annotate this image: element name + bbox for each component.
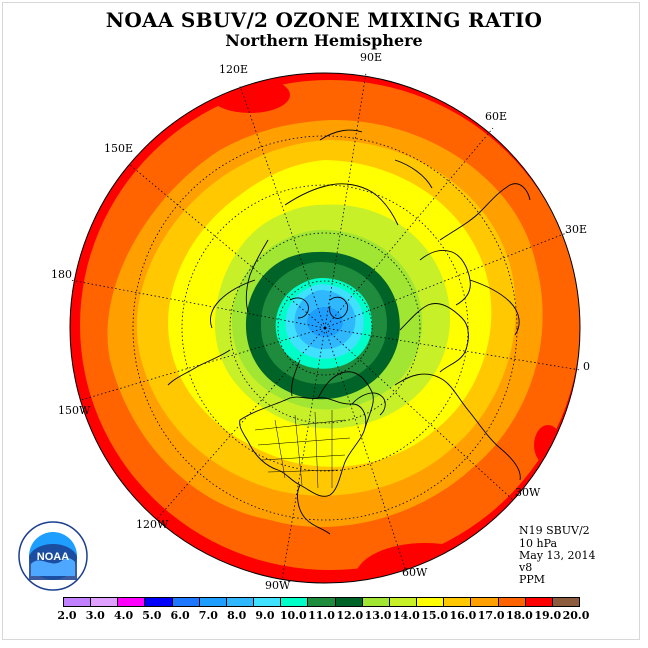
colorbar-label: 2.0 bbox=[57, 609, 77, 622]
colorbar-label: 16.0 bbox=[449, 609, 477, 622]
colorbar-label: 9.0 bbox=[255, 609, 275, 622]
lon-label-120e: 120E bbox=[219, 63, 248, 76]
lon-label-180: 180 bbox=[51, 268, 72, 281]
colorbar-swatch bbox=[308, 598, 336, 606]
colorbar-label: 7.0 bbox=[198, 609, 218, 622]
map-boundary bbox=[69, 72, 581, 584]
map-subtitle: Northern Hemisphere bbox=[225, 31, 423, 50]
info-pressure: 10 hPa bbox=[519, 537, 558, 550]
colorbar-swatch bbox=[118, 598, 146, 606]
lon-label-90w: 90W bbox=[265, 579, 291, 592]
colorbar-label: 5.0 bbox=[142, 609, 162, 622]
colorbar-label: 14.0 bbox=[392, 609, 420, 622]
colorbar-label: 19.0 bbox=[534, 609, 562, 622]
colorbar-swatch bbox=[145, 598, 173, 606]
colorbar-swatch bbox=[199, 598, 227, 606]
lon-label-150e: 150E bbox=[104, 142, 133, 155]
colorbar-swatch bbox=[226, 598, 255, 606]
colorbar-swatch bbox=[172, 598, 200, 606]
logo-text: NOAA bbox=[37, 551, 69, 563]
info-units: PPM bbox=[519, 573, 546, 586]
colorbar-label: 13.0 bbox=[364, 609, 392, 622]
colorbar-swatch bbox=[417, 598, 445, 606]
us-state-lines bbox=[254, 410, 351, 489]
colorbar-swatch bbox=[389, 598, 418, 606]
lon-label-60e: 60E bbox=[485, 110, 507, 123]
colorbar-swatch bbox=[64, 598, 92, 606]
colorbar-swatch bbox=[362, 598, 390, 606]
info-version: v8 bbox=[519, 561, 533, 574]
colorbar-label: 17.0 bbox=[477, 609, 505, 622]
colorbar-label: 20.0 bbox=[562, 609, 590, 622]
colorbar-label: 18.0 bbox=[506, 609, 533, 622]
colorbar-swatch bbox=[281, 598, 309, 606]
noaa-logo: NOAA bbox=[18, 521, 88, 591]
colorbar-swatch bbox=[552, 598, 579, 606]
colorbar-swatch bbox=[254, 598, 282, 606]
colorbar-label: 8.0 bbox=[227, 609, 247, 622]
contour-7ppm bbox=[307, 307, 343, 337]
colorbar-swatch bbox=[444, 598, 472, 606]
colorbar-label: 3.0 bbox=[85, 609, 105, 622]
info-satellite: N19 SBUV/2 bbox=[519, 524, 590, 537]
coastlines bbox=[167, 129, 531, 535]
info-date: May 13, 2014 bbox=[519, 549, 596, 562]
lon-label-60w: 60W bbox=[402, 566, 428, 579]
lon-label-120w: 120W bbox=[136, 518, 169, 531]
lon-label-90e: 90E bbox=[360, 51, 382, 64]
lon-label-30w: 30W bbox=[515, 486, 541, 499]
figure-frame bbox=[2, 2, 640, 640]
colorbar-label: 15.0 bbox=[421, 609, 449, 622]
graticule bbox=[69, 72, 581, 581]
colorbar-label: 10.0 bbox=[279, 609, 307, 622]
colorbar-swatch bbox=[91, 598, 119, 606]
lon-label-30e: 30E bbox=[565, 223, 587, 236]
lon-label-0: 0 bbox=[583, 360, 590, 373]
colorbar-swatch bbox=[498, 598, 526, 606]
map-title: NOAA SBUV/2 OZONE MIXING RATIO bbox=[105, 8, 543, 32]
colorbar-label: 12.0 bbox=[336, 609, 364, 622]
colorbar-label: 11.0 bbox=[308, 609, 335, 622]
colorbar-swatch bbox=[471, 598, 499, 606]
colorbar bbox=[63, 597, 580, 607]
colorbar-label: 4.0 bbox=[113, 609, 134, 622]
colorbar-label: 6.0 bbox=[170, 609, 190, 622]
ozone-contours bbox=[70, 73, 580, 583]
colorbar-swatch bbox=[335, 598, 363, 606]
lon-label-150w: 150W bbox=[58, 404, 91, 417]
colorbar-swatch bbox=[525, 598, 553, 606]
